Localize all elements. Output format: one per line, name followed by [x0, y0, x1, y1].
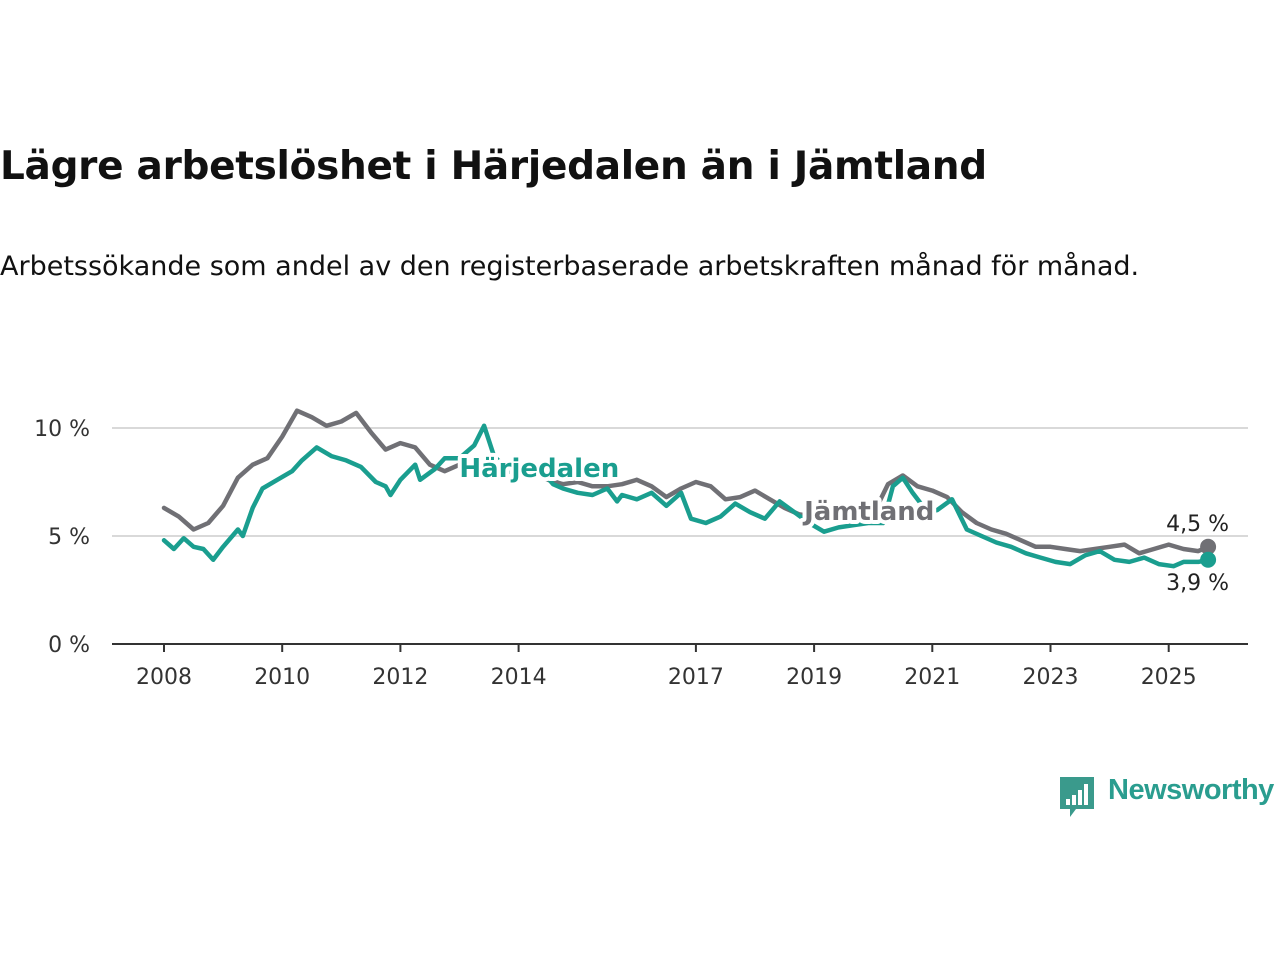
x-tick-label: 2021: [904, 665, 960, 690]
chart-title: Lägre arbetslöshet i Härjedalen än i Jäm…: [0, 144, 987, 189]
end-value-label: 4,5 %: [1166, 512, 1229, 537]
x-tick-label: 2023: [1023, 665, 1079, 690]
series-label-jämtland: Jämtland: [802, 497, 934, 527]
end-value-label: 3,9 %: [1166, 571, 1229, 596]
gridlines: [112, 427, 1248, 537]
y-tick-label: 5 %: [48, 525, 90, 550]
brand-name: Newsworthy: [1108, 774, 1274, 806]
newsworthy-bar-chart-icon: [1060, 777, 1094, 817]
x-tick-label: 2014: [491, 665, 547, 690]
series-end-dot: [1200, 538, 1217, 555]
y-tick-label: 10 %: [34, 417, 90, 442]
series-line-härjedalen: [161, 423, 1211, 569]
series-line-jämtland: [161, 408, 1211, 556]
chart-subtitle: Arbetssökande som andel av den registerb…: [0, 251, 1140, 282]
series-label-halo: Härjedalen: [459, 454, 619, 484]
series-end-dot: [1200, 551, 1217, 568]
newsworthy-logo[interactable]: Newsworthy: [1058, 772, 1280, 822]
series-label-halo: Jämtland: [802, 497, 934, 527]
x-tick-label: 2017: [668, 665, 724, 690]
y-tick-label: 0 %: [48, 633, 90, 658]
x-tick-label: 2025: [1141, 665, 1197, 690]
series-labels: 4,5 %3,9 %HärjedalenHärjedalenJämtlandJä…: [455, 450, 1229, 596]
x-tick-label: 2010: [254, 665, 310, 690]
series-lines: [161, 408, 1217, 569]
axes: 0 % 5 % 10 % 2008 2010 2012 2014 2017 2019 2021 20…: [34, 417, 1248, 690]
x-tick-label: 2008: [136, 665, 192, 690]
x-tick-label: 2012: [372, 665, 428, 690]
x-tick-label: 2019: [786, 665, 842, 690]
series-label-härjedalen: Härjedalen: [459, 454, 619, 484]
